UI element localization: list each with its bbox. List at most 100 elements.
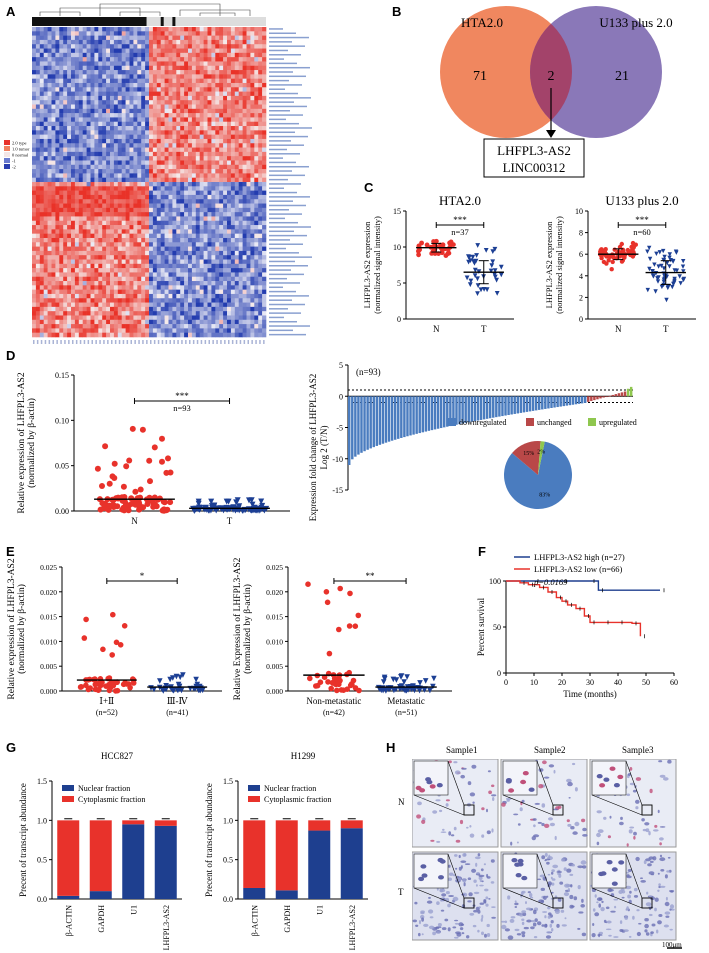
heatmap-cell bbox=[82, 306, 87, 312]
heatmap-cell bbox=[74, 44, 80, 49]
heatmap-cell bbox=[110, 147, 115, 153]
heatmap-cell bbox=[59, 298, 64, 303]
heatmap-cell bbox=[262, 220, 267, 226]
gene-label-2: LINC00312 bbox=[503, 160, 566, 175]
heatmap-cell bbox=[90, 281, 95, 286]
heatmap-cell bbox=[121, 225, 126, 230]
heatmap-cell bbox=[94, 250, 99, 256]
heatmap-cell bbox=[191, 229, 197, 234]
heatmap-cell bbox=[121, 182, 126, 187]
heatmap-cell bbox=[32, 272, 37, 278]
heatmap-cell bbox=[110, 233, 115, 239]
heatmap-cell bbox=[71, 48, 76, 54]
heatmap-cell bbox=[223, 250, 228, 256]
heatmap-cell bbox=[71, 169, 76, 174]
heatmap-cell bbox=[71, 289, 76, 295]
heatmap-cell bbox=[106, 194, 111, 200]
heatmap-cell bbox=[152, 281, 158, 286]
heatmap-cell bbox=[121, 332, 126, 338]
heatmap-cell bbox=[242, 113, 247, 118]
heatmap-cell bbox=[129, 216, 134, 222]
heatmap-cell bbox=[156, 263, 161, 269]
heatmap-cell bbox=[51, 151, 56, 157]
heatmap-cell bbox=[258, 315, 263, 321]
heatmap-cell bbox=[110, 259, 115, 265]
heatmap-cell bbox=[51, 70, 56, 75]
heatmap-cell bbox=[215, 315, 220, 321]
heatmap-cell bbox=[238, 182, 243, 187]
heatmap-cell bbox=[47, 255, 52, 260]
heatmap-cell bbox=[207, 293, 212, 299]
heatmap-cell bbox=[133, 164, 138, 170]
heatmap-cell bbox=[160, 65, 165, 71]
heatmap-cell bbox=[250, 272, 255, 278]
heatmap-cell bbox=[172, 169, 177, 174]
panel-letter-a: A bbox=[6, 4, 16, 19]
heatmap-cell bbox=[55, 151, 60, 157]
heatmap-cell bbox=[113, 95, 119, 101]
heatmap-cell bbox=[125, 311, 130, 316]
heatmap-cell bbox=[164, 306, 169, 312]
heatmap-cell bbox=[262, 229, 267, 234]
heatmap-cell bbox=[59, 194, 64, 200]
heatmap-cell bbox=[180, 70, 185, 75]
heatmap-cell bbox=[47, 319, 52, 325]
heatmap-cell bbox=[223, 48, 228, 54]
heatmap-cell bbox=[168, 130, 173, 135]
heatmap-cell bbox=[71, 306, 76, 312]
heatmap-cell bbox=[195, 126, 200, 131]
heatmap-cell bbox=[110, 70, 115, 75]
heatmap-cell bbox=[125, 199, 130, 204]
heatmap-cell bbox=[188, 332, 193, 338]
heatmap-cell bbox=[168, 216, 173, 222]
column-label-mark bbox=[68, 340, 70, 344]
heatmap-cell bbox=[207, 61, 212, 67]
heatmap-cell bbox=[164, 169, 169, 174]
heatmap-cell bbox=[199, 315, 204, 321]
heatmap-cell bbox=[164, 242, 169, 247]
heatmap-cell bbox=[199, 74, 204, 79]
heatmap-cell bbox=[199, 207, 204, 213]
heatmap-cell bbox=[63, 237, 68, 243]
heatmap-cell bbox=[145, 225, 150, 230]
heatmap-cell bbox=[129, 298, 134, 303]
heatmap-cell bbox=[258, 182, 263, 187]
heatmap-cell bbox=[246, 27, 251, 32]
heatmap-cell bbox=[262, 281, 267, 286]
heatmap-cell bbox=[86, 250, 91, 256]
heatmap-cell bbox=[184, 121, 189, 127]
heatmap-cell bbox=[117, 281, 122, 286]
heatmap-cell bbox=[86, 87, 91, 92]
data-point bbox=[607, 254, 613, 259]
heatmap-cell bbox=[47, 293, 52, 299]
heatmap-cell bbox=[211, 207, 216, 213]
row-label-mark bbox=[269, 92, 298, 95]
chart-title: HTA2.0 bbox=[439, 193, 481, 208]
heatmap-cell bbox=[47, 328, 52, 333]
heatmap-cell bbox=[160, 246, 165, 252]
heatmap-cell bbox=[176, 328, 181, 333]
heatmap-cell bbox=[215, 164, 220, 170]
heatmap-cell bbox=[258, 156, 263, 161]
heatmap-cell bbox=[254, 91, 259, 97]
heatmap-cell bbox=[203, 160, 208, 166]
heatmap-cell bbox=[180, 164, 185, 170]
data-point bbox=[670, 284, 675, 290]
heatmap-cell bbox=[242, 190, 247, 196]
heatmap-cell bbox=[51, 207, 56, 213]
heatmap-cell bbox=[82, 229, 87, 234]
heatmap-cell bbox=[106, 272, 111, 278]
heatmap-cell bbox=[223, 207, 228, 213]
heatmap-cell bbox=[137, 39, 142, 45]
heatmap-cell bbox=[110, 268, 115, 273]
heatmap-cell bbox=[90, 173, 95, 178]
column-label-mark bbox=[52, 340, 54, 344]
heatmap-cell bbox=[39, 203, 44, 209]
heatmap-cell bbox=[250, 233, 255, 239]
heatmap-cell bbox=[258, 164, 263, 170]
fold-change-bar bbox=[406, 396, 409, 437]
heatmap-cell bbox=[152, 212, 158, 217]
heatmap-cell bbox=[223, 298, 228, 303]
heatmap-cell bbox=[250, 143, 255, 148]
heatmap-cell bbox=[149, 319, 154, 325]
